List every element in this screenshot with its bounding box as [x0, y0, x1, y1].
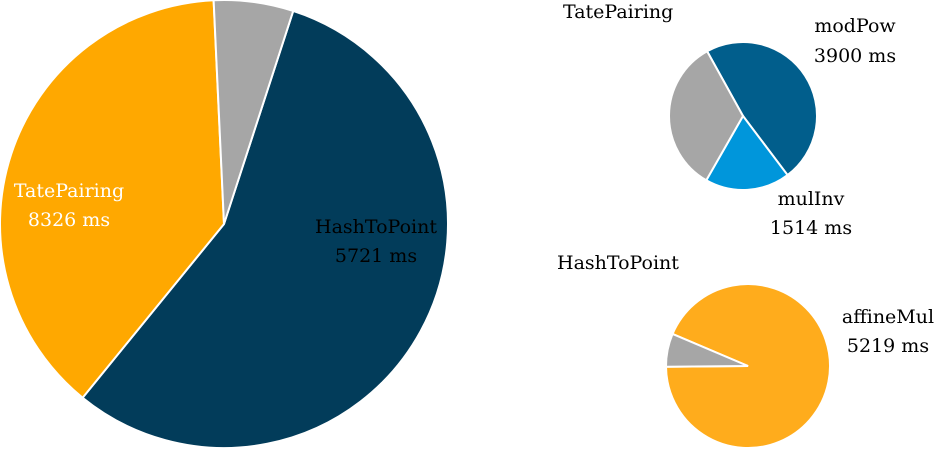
tate-slice-modpow-value: 3900 ms [814, 45, 896, 67]
main-slice-other-2 [212, 0, 295, 225]
tatepairing-breakdown-pie [668, 41, 818, 191]
tate-slice-modpow-label: modPow [814, 15, 896, 37]
pie-labels: TatePairing HashToPoint TatePairing 8326… [14, 1, 934, 357]
hash-slice-affinemul-value: 5219 ms [847, 335, 929, 357]
main-slice-hashtopoint [0, 0, 226, 400]
main-slice-hashtopoint-value: 5721 ms [335, 245, 417, 267]
main-slice-tatepairing-value: 8326 ms [28, 209, 110, 231]
tate-slice-other-2 [668, 49, 745, 182]
tate-slice-mulinv [704, 114, 789, 191]
hash-slice-other-1 [664, 332, 749, 368]
main-slice-tatepairing-label: TatePairing [14, 180, 124, 202]
tate-slice-mulinv-value: 1514 ms [770, 217, 852, 239]
hash-slice-affinemul-label: affineMul [842, 306, 934, 328]
hashtopoint-breakdown-title: HashToPoint [557, 252, 679, 274]
main-pie [0, 0, 449, 449]
main-slice-hashtopoint-label: HashToPoint [315, 216, 437, 238]
hashtopoint-breakdown-pie [664, 283, 831, 450]
tate-slice-mulinv-label: mulInv [778, 188, 845, 210]
tate-slice-modpow [705, 41, 818, 177]
tatepairing-breakdown-title: TatePairing [563, 1, 673, 23]
main-slice-tatepairing [81, 9, 449, 449]
